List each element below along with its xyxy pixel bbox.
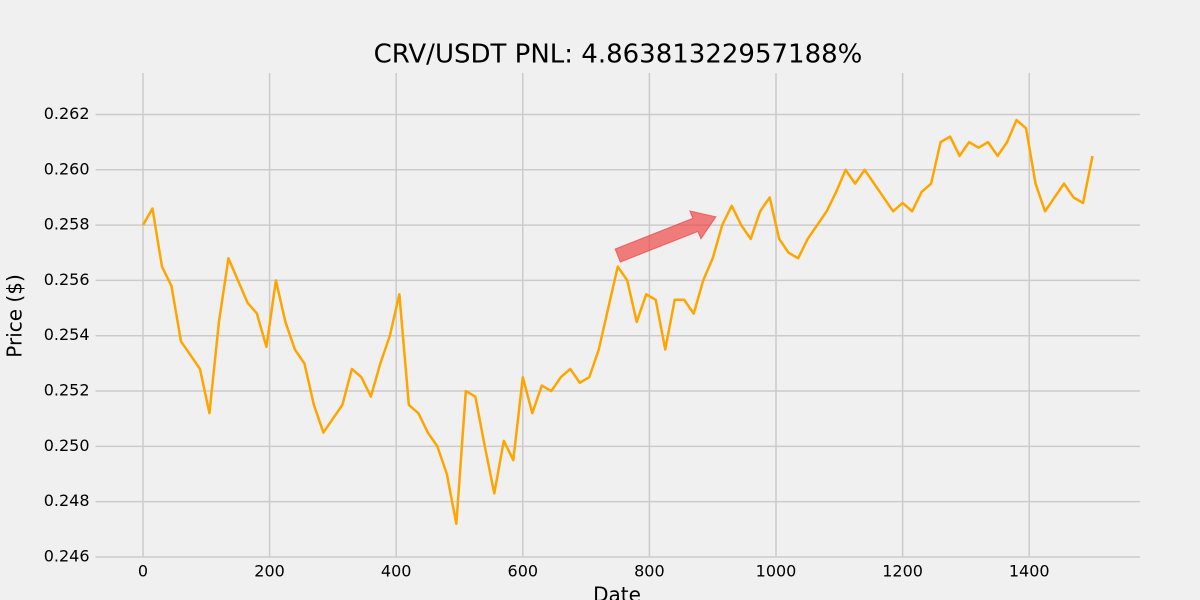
x-tick-label: 1000 bbox=[756, 562, 797, 581]
y-tick-label: 0.252 bbox=[44, 381, 90, 400]
x-tick-label: 1400 bbox=[1009, 562, 1050, 581]
x-tick-label: 400 bbox=[381, 562, 412, 581]
y-tick-label: 0.246 bbox=[44, 547, 90, 566]
y-tick-label: 0.260 bbox=[44, 159, 90, 178]
y-axis-label: Price ($) bbox=[3, 274, 27, 357]
y-tick-label: 0.256 bbox=[44, 270, 90, 289]
y-tick-label: 0.248 bbox=[44, 491, 90, 510]
trade-arrow bbox=[614, 210, 717, 263]
y-tick-label: 0.258 bbox=[44, 215, 90, 234]
x-tick-label: 0 bbox=[138, 562, 148, 581]
price-line bbox=[141, 118, 1094, 526]
x-tick-label: 600 bbox=[508, 562, 539, 581]
x-tick-label: 800 bbox=[634, 562, 665, 581]
x-tick-label: 200 bbox=[254, 562, 285, 581]
x-axis-label: Date bbox=[593, 583, 641, 600]
y-tick-label: 0.262 bbox=[44, 104, 90, 123]
x-tick-label: 1200 bbox=[882, 562, 923, 581]
y-tick-label: 0.254 bbox=[44, 325, 90, 344]
chart-title: CRV/USDT PNL: 4.86381322957188% bbox=[374, 40, 863, 70]
y-tick-label: 0.250 bbox=[44, 436, 90, 455]
